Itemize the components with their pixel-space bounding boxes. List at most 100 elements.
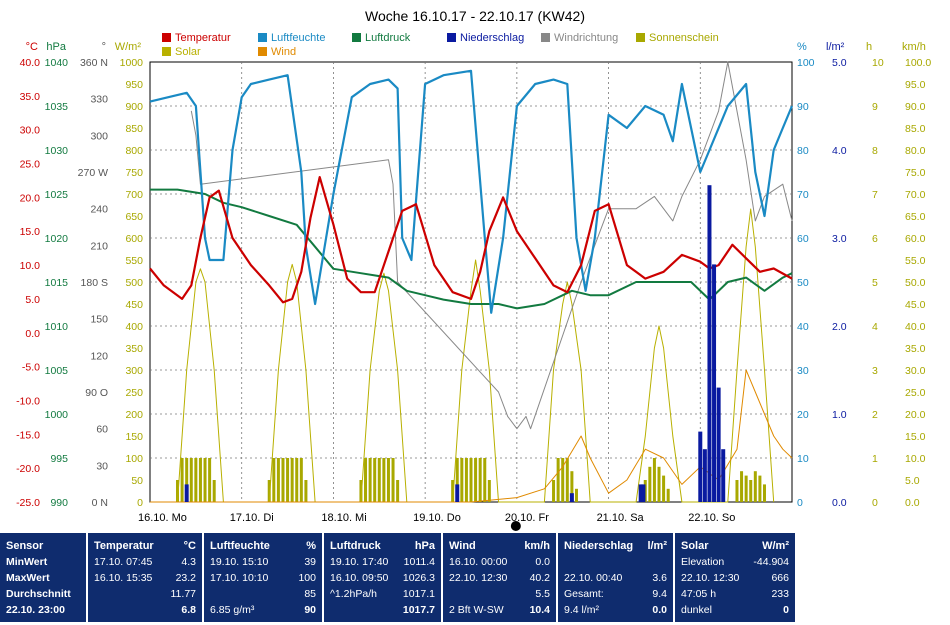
weather-chart: Woche 16.10.17 - 22.10.17 (KW42) Temperat… (16, 8, 931, 531)
table-row: 22.10. 12:30 40.2 (449, 571, 550, 585)
table-row: Sensor (6, 539, 80, 553)
table-cell: W/m² (762, 540, 789, 552)
axis-right-tick-0: 100 (797, 57, 815, 69)
sunshine-bar (483, 458, 487, 502)
table-cell: 22.10. 23:00 (6, 604, 65, 616)
axis-left-tick-0: 15.0 (20, 226, 41, 238)
table-cell: Temperatur (94, 540, 154, 552)
axis-right-tick-3: 90.0 (905, 101, 926, 113)
table-cell: 5.5 (535, 588, 550, 600)
axis-left-tick-0: -5.0 (22, 362, 40, 374)
axis-left-tick-2: 60 (96, 424, 108, 436)
table-cell: 22.10. 00:40 (564, 572, 623, 584)
axis-left-tick-3: 150 (125, 431, 143, 443)
sunshine-bar (451, 480, 455, 502)
table-block-4: Wind km/h 16.10. 00:00 0.0 22.10. 12:30 40.2 5… (443, 533, 556, 622)
table-cell: 3.6 (652, 572, 667, 584)
solar-line (177, 208, 775, 503)
axis-right-tick-3: 10.0 (905, 453, 926, 465)
table-cell: 1011.4 (403, 556, 435, 568)
axis-right-tick-1: 1.0 (832, 409, 847, 421)
axis-left-tick-2: 30 (96, 460, 108, 472)
legend-swatch-0 (162, 33, 171, 42)
sunshine-bar (396, 480, 400, 502)
sunshine-bar (464, 458, 468, 502)
axis-left-tick-0: -15.0 (16, 429, 40, 441)
axis-left-tick-3: 600 (125, 233, 143, 245)
table-cell: 4.3 (181, 556, 196, 568)
axis-right-tick-2: 9 (872, 101, 878, 113)
axis-left-tick-0: 10.0 (20, 260, 41, 272)
sunshine-bar (267, 480, 271, 502)
axis-right-tick-3: 5.0 (905, 475, 920, 487)
axis-right-tick-2: 5 (872, 277, 878, 289)
axis-left-tick-3: 250 (125, 387, 143, 399)
table-block-5: Niederschlag l/m² 22.10. 00:40 3.6 Gesamt: 9.… (558, 533, 673, 622)
axis-left-tick-3: 100 (125, 453, 143, 465)
x-axis-label: 17.10. Di (230, 512, 274, 524)
table-cell: 100 (298, 572, 316, 584)
axis-left-tick-3: 350 (125, 343, 143, 355)
table-cell: 16.10. 09:50 (330, 572, 389, 584)
axis-left-tick-3: 0 (137, 497, 143, 509)
table-row: MaxWert (6, 571, 80, 585)
table-block-3: Luftdruck hPa 19.10. 17:40 1011.4 16.10. 09:… (324, 533, 441, 622)
table-row: 22.10. 12:30 666 (681, 571, 789, 585)
table-cell: 16.10. 00:00 (449, 556, 508, 568)
table-cell: Sensor (6, 540, 44, 552)
legend-label-3: Niederschlag (460, 32, 524, 44)
axis-left-tick-2: 210 (90, 240, 108, 252)
table-row: 2 Bft W-SW 10.4 (449, 603, 550, 617)
axis-right-tick-3: 50.0 (905, 277, 926, 289)
sunshine-bar (552, 480, 556, 502)
x-axis-label: 21.10. Sa (597, 512, 645, 524)
table-cell: Gesamt: (564, 588, 604, 600)
rain-bar (184, 484, 189, 502)
x-axis-label: 16.10. Mo (138, 512, 187, 524)
legend-swatch-1 (258, 33, 267, 42)
table-cell: 16.10. 15:35 (94, 572, 153, 584)
axis-right-tick-0: 90 (797, 101, 809, 113)
axis-right-tick-3: 65.0 (905, 211, 926, 223)
rain-bar (721, 449, 726, 502)
axis-right-tick-2: 1 (872, 453, 878, 465)
sunshine-bar (455, 458, 459, 502)
sunshine-bar (373, 458, 377, 502)
x-axis-label: 20.10. Fr (505, 512, 549, 524)
table-cell: % (306, 540, 316, 552)
table-cell: 17.10. 10:10 (210, 572, 269, 584)
axis-right-tick-1: 2.0 (832, 321, 847, 333)
sunshine-bar (758, 475, 762, 502)
table-row: 19.10. 15:10 39 (210, 555, 316, 569)
sunshine-bar (570, 471, 574, 502)
table-row (564, 555, 667, 569)
axis-left-tick-1: 1030 (45, 145, 69, 157)
axis-left-tick-0: 30.0 (20, 125, 41, 137)
axis-right-tick-3: 100.0 (905, 57, 931, 69)
table-row: 6.85 g/m³ 90 (210, 603, 316, 617)
axis-right-tick-3: 15.0 (905, 431, 926, 443)
rain-bar (716, 387, 721, 502)
table-row: Gesamt: 9.4 (564, 587, 667, 601)
axis-right-unit-0: % (797, 41, 807, 53)
sunshine-bar (556, 458, 560, 502)
table-row: 11.77 (94, 587, 197, 601)
table-cell: 11.77 (170, 588, 197, 600)
table-cell: 40.2 (529, 572, 550, 584)
axis-left-tick-3: 800 (125, 145, 143, 157)
table-row: 17.10. 07:45 4.3 (94, 555, 196, 569)
axis-right-tick-0: 20 (797, 409, 809, 421)
rain-bar (641, 484, 646, 502)
rain-bar (698, 431, 703, 502)
axis-right-tick-2: 8 (872, 145, 878, 157)
axis-left-tick-1: 1035 (45, 101, 69, 113)
axis-left-tick-2: 330 (90, 94, 108, 106)
rain-bar (707, 185, 712, 502)
table-cell: 85 (304, 588, 316, 600)
sunshine-bar (377, 458, 381, 502)
sunshine-bar (304, 480, 308, 502)
axis-left-tick-3: 850 (125, 123, 143, 135)
table-cell: 19.10. 17:40 (330, 556, 389, 568)
sunshine-bar (565, 458, 569, 502)
sunshine-bar (386, 458, 390, 502)
